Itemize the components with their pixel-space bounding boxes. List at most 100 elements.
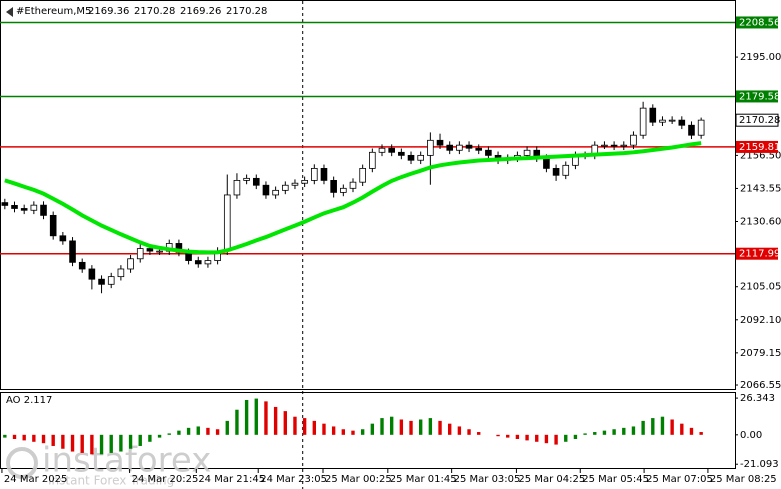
quote-value: 2169.26 (180, 6, 221, 17)
moving-average (4, 141, 702, 255)
candle-body (630, 134, 637, 146)
candle-body (20, 208, 28, 211)
candle-body (330, 179, 337, 193)
candle-body (668, 119, 676, 122)
y-tick-label: 2079.15 (740, 348, 781, 359)
y-tick-label: 2143.55 (740, 183, 781, 194)
candle-body (456, 144, 463, 151)
ao-title: AO 2.117 (6, 395, 52, 406)
candle-body (223, 194, 231, 252)
candle-body (620, 144, 628, 147)
x-tick-label: 25 Mar 04:25 (518, 474, 585, 485)
x-tick-label: 25 Mar 05:45 (582, 474, 649, 485)
candle-body (649, 107, 657, 123)
candle-body (252, 177, 260, 186)
candle-body (272, 189, 279, 196)
candle-body (281, 184, 289, 191)
candle-body (30, 204, 38, 211)
watermark: instaforex Instant Forex Trading (6, 441, 211, 488)
candle-body (610, 144, 618, 147)
level-label-bg (736, 16, 778, 29)
watermark-logo (6, 447, 38, 479)
candle-body (688, 124, 695, 136)
candle-body (369, 151, 376, 169)
candle-body (107, 276, 115, 285)
candle-body (78, 261, 86, 270)
level-label-bg (736, 140, 778, 153)
candle-body (639, 107, 647, 136)
candle-body (146, 248, 154, 252)
candle-body (311, 167, 318, 181)
current-price-label: 2170.28 (739, 115, 780, 126)
candle-body (204, 260, 212, 265)
y-tick-label: 2066.55 (740, 380, 781, 391)
symbol-icon (6, 7, 13, 17)
quote-value: 2170.28 (226, 6, 267, 17)
candle-body (543, 157, 550, 169)
candle-body (243, 177, 250, 181)
candle-body (136, 248, 144, 260)
candle-body (359, 167, 366, 183)
current-price-bg (735, 113, 779, 127)
y-tick-label: 26.343 (740, 393, 775, 404)
candle-body (388, 147, 395, 153)
candle-body (11, 205, 18, 209)
candle-body (320, 167, 328, 181)
quote-value: 2169.36 (88, 6, 129, 17)
candle-body (378, 147, 386, 153)
x-tick-label: 25 Mar 00:25 (325, 474, 392, 485)
level-label: 2117.99 (739, 249, 780, 260)
candle-body (407, 154, 415, 161)
candle-body (98, 278, 105, 285)
candle-body (69, 240, 76, 263)
quote-value: 2170.28 (134, 6, 175, 17)
candle-body (349, 181, 357, 189)
x-tick-label: 25 Mar 07:05 (646, 474, 713, 485)
candle-body (562, 164, 570, 176)
candle-body (523, 149, 531, 156)
candle-body (417, 154, 424, 161)
y-tick-label: 2156.50 (740, 150, 781, 161)
candle-body (601, 144, 608, 147)
watermark-brand: instaforex (42, 441, 211, 481)
level-label-bg (736, 90, 778, 103)
candle-body (1, 202, 9, 206)
x-tick-label: 24 Mar 2025 (4, 474, 67, 485)
x-tick-label: 25 Mar 03:05 (454, 474, 521, 485)
x-tick-label: 24 Mar 21:45 (198, 474, 265, 485)
candle-body (427, 139, 434, 156)
candle-body (262, 184, 270, 196)
candle-body (301, 179, 308, 184)
y-tick-label: 0.00 (740, 430, 762, 441)
candle-body (697, 119, 705, 136)
candle-body (436, 139, 444, 146)
candle-body (446, 144, 454, 151)
level-label: 2208.56 (739, 17, 780, 28)
y-tick-label: -21.093 (740, 459, 779, 470)
y-tick-label: 2130.60 (740, 216, 781, 227)
candle-body (194, 260, 202, 265)
x-tick-label: 24 Mar 23:05 (260, 474, 327, 485)
candle-body (398, 151, 405, 156)
x-tick-label: 25 Mar 01:45 (390, 474, 457, 485)
candle-body (156, 250, 163, 253)
candle-body (49, 214, 57, 237)
level-label: 2179.58 (739, 91, 780, 102)
candle-body (465, 144, 473, 149)
x-tick-label: 24 Mar 20:25 (132, 474, 199, 485)
candle-body (233, 179, 241, 196)
candle-body (678, 119, 686, 126)
candle-body (127, 258, 134, 270)
candle-body (40, 204, 47, 216)
y-tick-label: 2105.05 (740, 282, 781, 293)
candle-body (88, 268, 96, 280)
candle-body (340, 187, 347, 193)
watermark-tagline: Instant Forex Trading (48, 474, 174, 488)
candle-body (552, 167, 560, 176)
level-label-bg (736, 247, 778, 260)
candle-body (291, 182, 299, 186)
candle-body (485, 149, 492, 156)
y-tick-label: 2195.00 (740, 52, 781, 63)
chart-title: #Ethereum,M5 (16, 6, 91, 17)
